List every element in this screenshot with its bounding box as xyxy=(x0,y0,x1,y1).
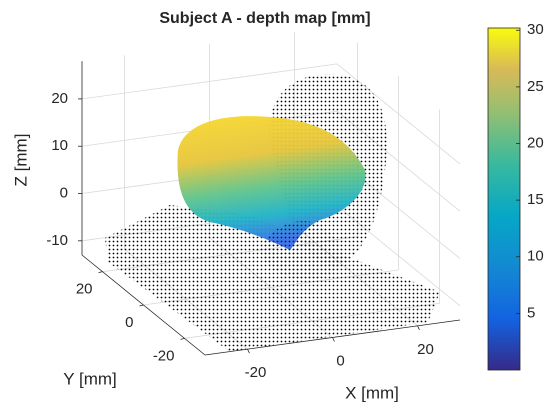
chart-title: Subject A - depth map [mm] xyxy=(159,10,370,27)
colorbar-tick-label: 5 xyxy=(527,304,535,321)
colorbar-tick-label: 10 xyxy=(527,248,544,265)
z-tick-label: 20 xyxy=(51,90,68,107)
x-tick xyxy=(333,338,335,342)
colorbar-tick-label: 30 xyxy=(527,21,544,38)
y-axis-label: Y [mm] xyxy=(63,369,117,388)
z-tick-label: 0 xyxy=(60,184,68,201)
y-tick-label: -20 xyxy=(153,347,175,364)
point-cloud xyxy=(105,74,440,352)
colorbar-tick-label: 20 xyxy=(527,134,544,151)
y-tick xyxy=(140,305,144,306)
z-tick-label: -10 xyxy=(46,232,68,249)
y-tick-label: 20 xyxy=(76,281,93,298)
x-tick xyxy=(248,349,250,353)
colorbar-tick-label: 25 xyxy=(527,78,544,95)
z-axis-label: Z [mm] xyxy=(11,134,30,187)
y-tick xyxy=(99,272,103,273)
x-axis-label: X [mm] xyxy=(345,383,399,402)
z-tick-label: 10 xyxy=(51,137,68,154)
colorbar xyxy=(488,28,520,370)
x-tick-label: -20 xyxy=(245,364,267,381)
x-tick-label: 20 xyxy=(417,341,434,358)
colorbar-tick-label: 15 xyxy=(527,191,544,208)
chart: -20 0 20 -20 0 20 -10 0 10 20 Subject A - depth m… xyxy=(0,0,557,408)
y-tick xyxy=(181,338,185,339)
x-tick-label: 0 xyxy=(336,352,344,369)
y-tick-label: 0 xyxy=(125,314,133,331)
x-tick xyxy=(418,326,420,330)
